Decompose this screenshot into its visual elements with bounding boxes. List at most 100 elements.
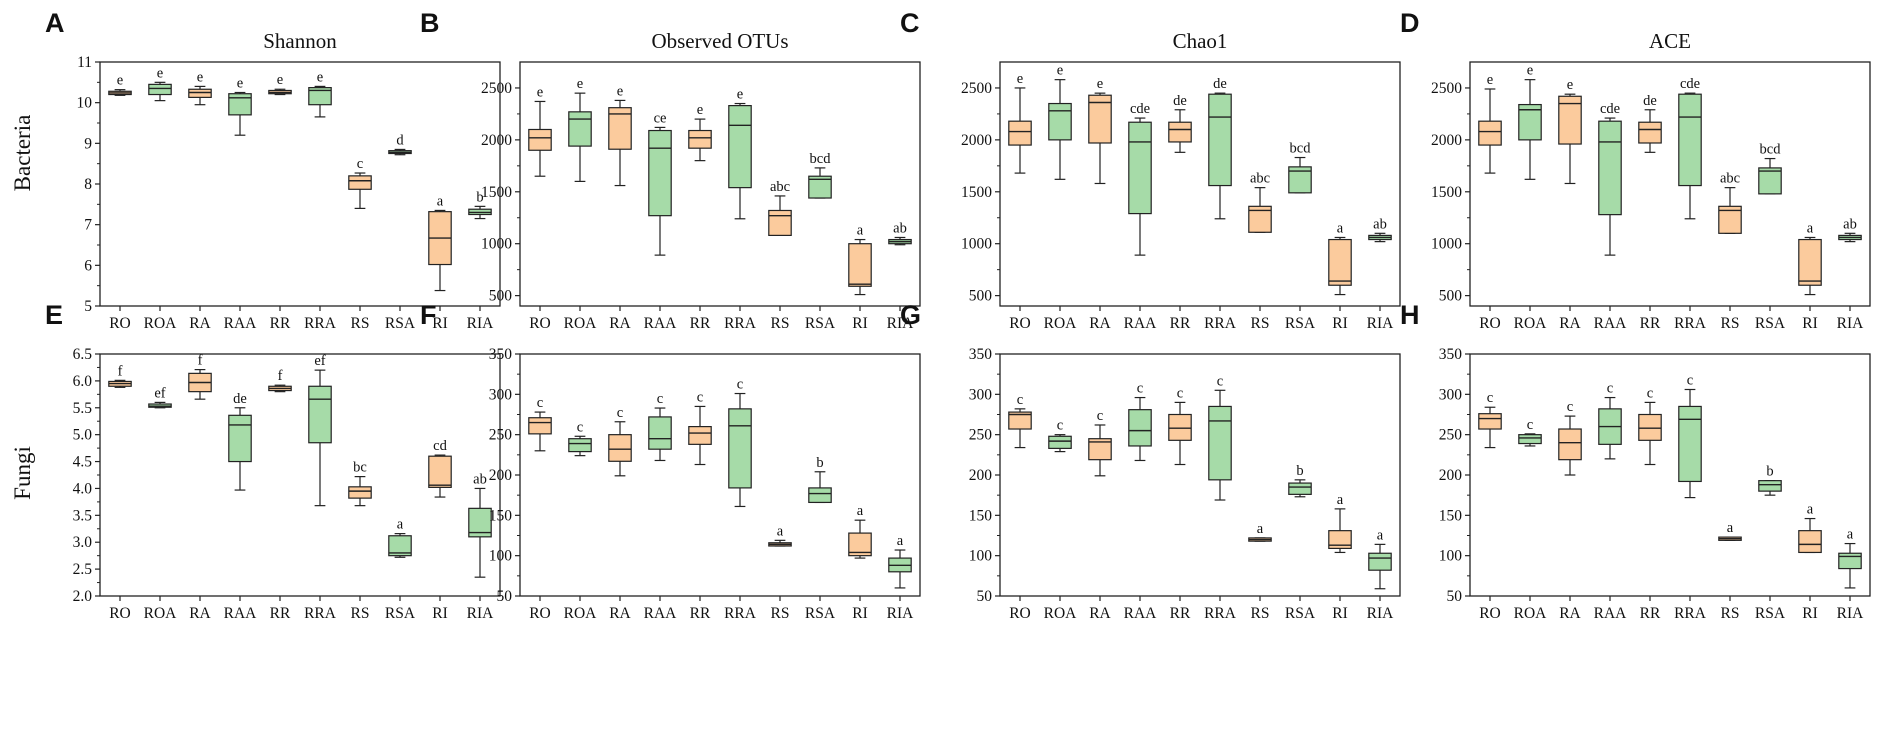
- x-tick-label: RAA: [644, 315, 678, 332]
- x-tick-label: ROA: [144, 605, 178, 622]
- y-tick-label: 9: [84, 135, 92, 152]
- box-iqr: [688, 426, 712, 445]
- significance-label: ab: [1373, 216, 1387, 232]
- significance-label: a: [777, 523, 784, 539]
- x-tick-label: RA: [189, 605, 211, 622]
- significance-label: a: [1807, 220, 1814, 236]
- box-iqr: [1838, 552, 1862, 570]
- box-d-ro: e: [1478, 72, 1502, 174]
- significance-label: abc: [770, 179, 790, 195]
- y-tick-label: 10: [77, 95, 93, 112]
- significance-label: ef: [314, 353, 325, 369]
- panel-letter-a: A: [45, 8, 65, 38]
- box-iqr: [308, 385, 332, 444]
- significance-label: ce: [654, 110, 667, 126]
- box-h-rr: c: [1638, 385, 1662, 466]
- y-tick-label: 50: [497, 588, 513, 605]
- box-iqr: [528, 417, 552, 435]
- box-iqr: [688, 129, 712, 149]
- box-iqr: [1638, 121, 1662, 144]
- x-tick-label: RI: [1802, 605, 1818, 622]
- x-tick-label: RSA: [1285, 315, 1316, 332]
- significance-label: c: [1687, 372, 1693, 388]
- box-iqr: [1048, 435, 1072, 449]
- box-a-roa: e: [148, 65, 172, 102]
- significance-label: bcd: [1290, 141, 1312, 157]
- box-h-ria: a: [1838, 527, 1862, 589]
- x-tick-label: RSA: [1285, 605, 1316, 622]
- x-tick-label: RRA: [1674, 315, 1707, 332]
- box-iqr: [568, 111, 592, 147]
- panel-letter-e: E: [45, 300, 63, 330]
- y-tick-label: 500: [969, 288, 993, 305]
- x-tick-label: RRA: [1204, 605, 1237, 622]
- box-iqr: [1478, 120, 1502, 146]
- box-b-ro: e: [528, 84, 552, 177]
- y-tick-label: 1500: [961, 184, 992, 201]
- box-c-rr: de: [1168, 93, 1192, 153]
- significance-label: bcd: [1760, 142, 1782, 158]
- x-tick-label: RA: [1559, 315, 1581, 332]
- box-a-ra: e: [188, 69, 212, 106]
- y-tick-label: 250: [1439, 427, 1463, 444]
- box-b-rr: e: [688, 102, 712, 162]
- x-tick-label: RAA: [1124, 605, 1158, 622]
- x-tick-label: RRA: [1204, 315, 1237, 332]
- box-h-roa: c: [1518, 417, 1542, 447]
- significance-label: b: [1296, 463, 1303, 479]
- y-tick-label: 50: [1447, 588, 1463, 605]
- box-d-rra: cde: [1678, 76, 1702, 220]
- box-e-roa: ef: [148, 385, 172, 409]
- y-tick-label: 4.0: [73, 480, 93, 497]
- y-tick-label: 100: [969, 548, 993, 565]
- box-iqr: [728, 408, 752, 489]
- box-iqr: [1558, 95, 1582, 145]
- significance-label: e: [1567, 77, 1573, 93]
- y-tick-label: 5.0: [73, 427, 93, 444]
- x-tick-label: RS: [1251, 605, 1270, 622]
- box-f-raa: c: [648, 391, 672, 462]
- significance-label: c: [1137, 381, 1143, 397]
- plot-frame-d: [1469, 61, 1871, 307]
- box-iqr: [808, 487, 832, 504]
- x-tick-label: RSA: [805, 605, 836, 622]
- x-tick-label: ROA: [1514, 315, 1548, 332]
- box-d-ria: ab: [1838, 216, 1862, 243]
- panel-title-c: Chao1: [1173, 29, 1228, 53]
- x-tick-label: RS: [351, 605, 370, 622]
- significance-label: c: [657, 391, 663, 407]
- x-tick-label: ROA: [144, 315, 178, 332]
- x-tick-label: RS: [1721, 605, 1740, 622]
- box-h-rsa: b: [1758, 464, 1782, 496]
- x-tick-label: RI: [1332, 605, 1348, 622]
- box-h-rs: a: [1718, 520, 1742, 541]
- box-e-rs: bc: [348, 460, 372, 507]
- significance-label: a: [857, 223, 864, 239]
- box-iqr: [728, 105, 752, 189]
- significance-label: c: [577, 419, 583, 435]
- x-tick-label: RAA: [644, 605, 678, 622]
- significance-label: e: [237, 76, 243, 92]
- box-e-rra: ef: [308, 353, 332, 507]
- significance-label: cde: [1680, 76, 1700, 92]
- x-tick-label: RIA: [467, 605, 495, 622]
- x-tick-label: RIA: [1837, 605, 1865, 622]
- significance-label: ef: [154, 385, 165, 401]
- x-tick-label: RI: [1802, 315, 1818, 332]
- box-a-rs: c: [348, 156, 372, 209]
- box-h-ri: a: [1798, 502, 1822, 554]
- significance-label: e: [277, 72, 283, 88]
- plot-frame-f: [519, 353, 921, 597]
- x-tick-label: RR: [270, 315, 291, 332]
- y-tick-label: 200: [1439, 467, 1463, 484]
- x-tick-label: ROA: [1044, 605, 1078, 622]
- y-tick-label: 100: [489, 548, 513, 565]
- significance-label: e: [157, 65, 163, 81]
- box-a-ri: a: [428, 193, 452, 292]
- significance-label: f: [198, 353, 203, 369]
- box-g-ri: a: [1328, 492, 1352, 554]
- box-iqr: [808, 175, 832, 199]
- x-tick-label: RRA: [724, 315, 757, 332]
- box-c-rra: de: [1208, 76, 1232, 220]
- x-tick-label: ROA: [564, 605, 598, 622]
